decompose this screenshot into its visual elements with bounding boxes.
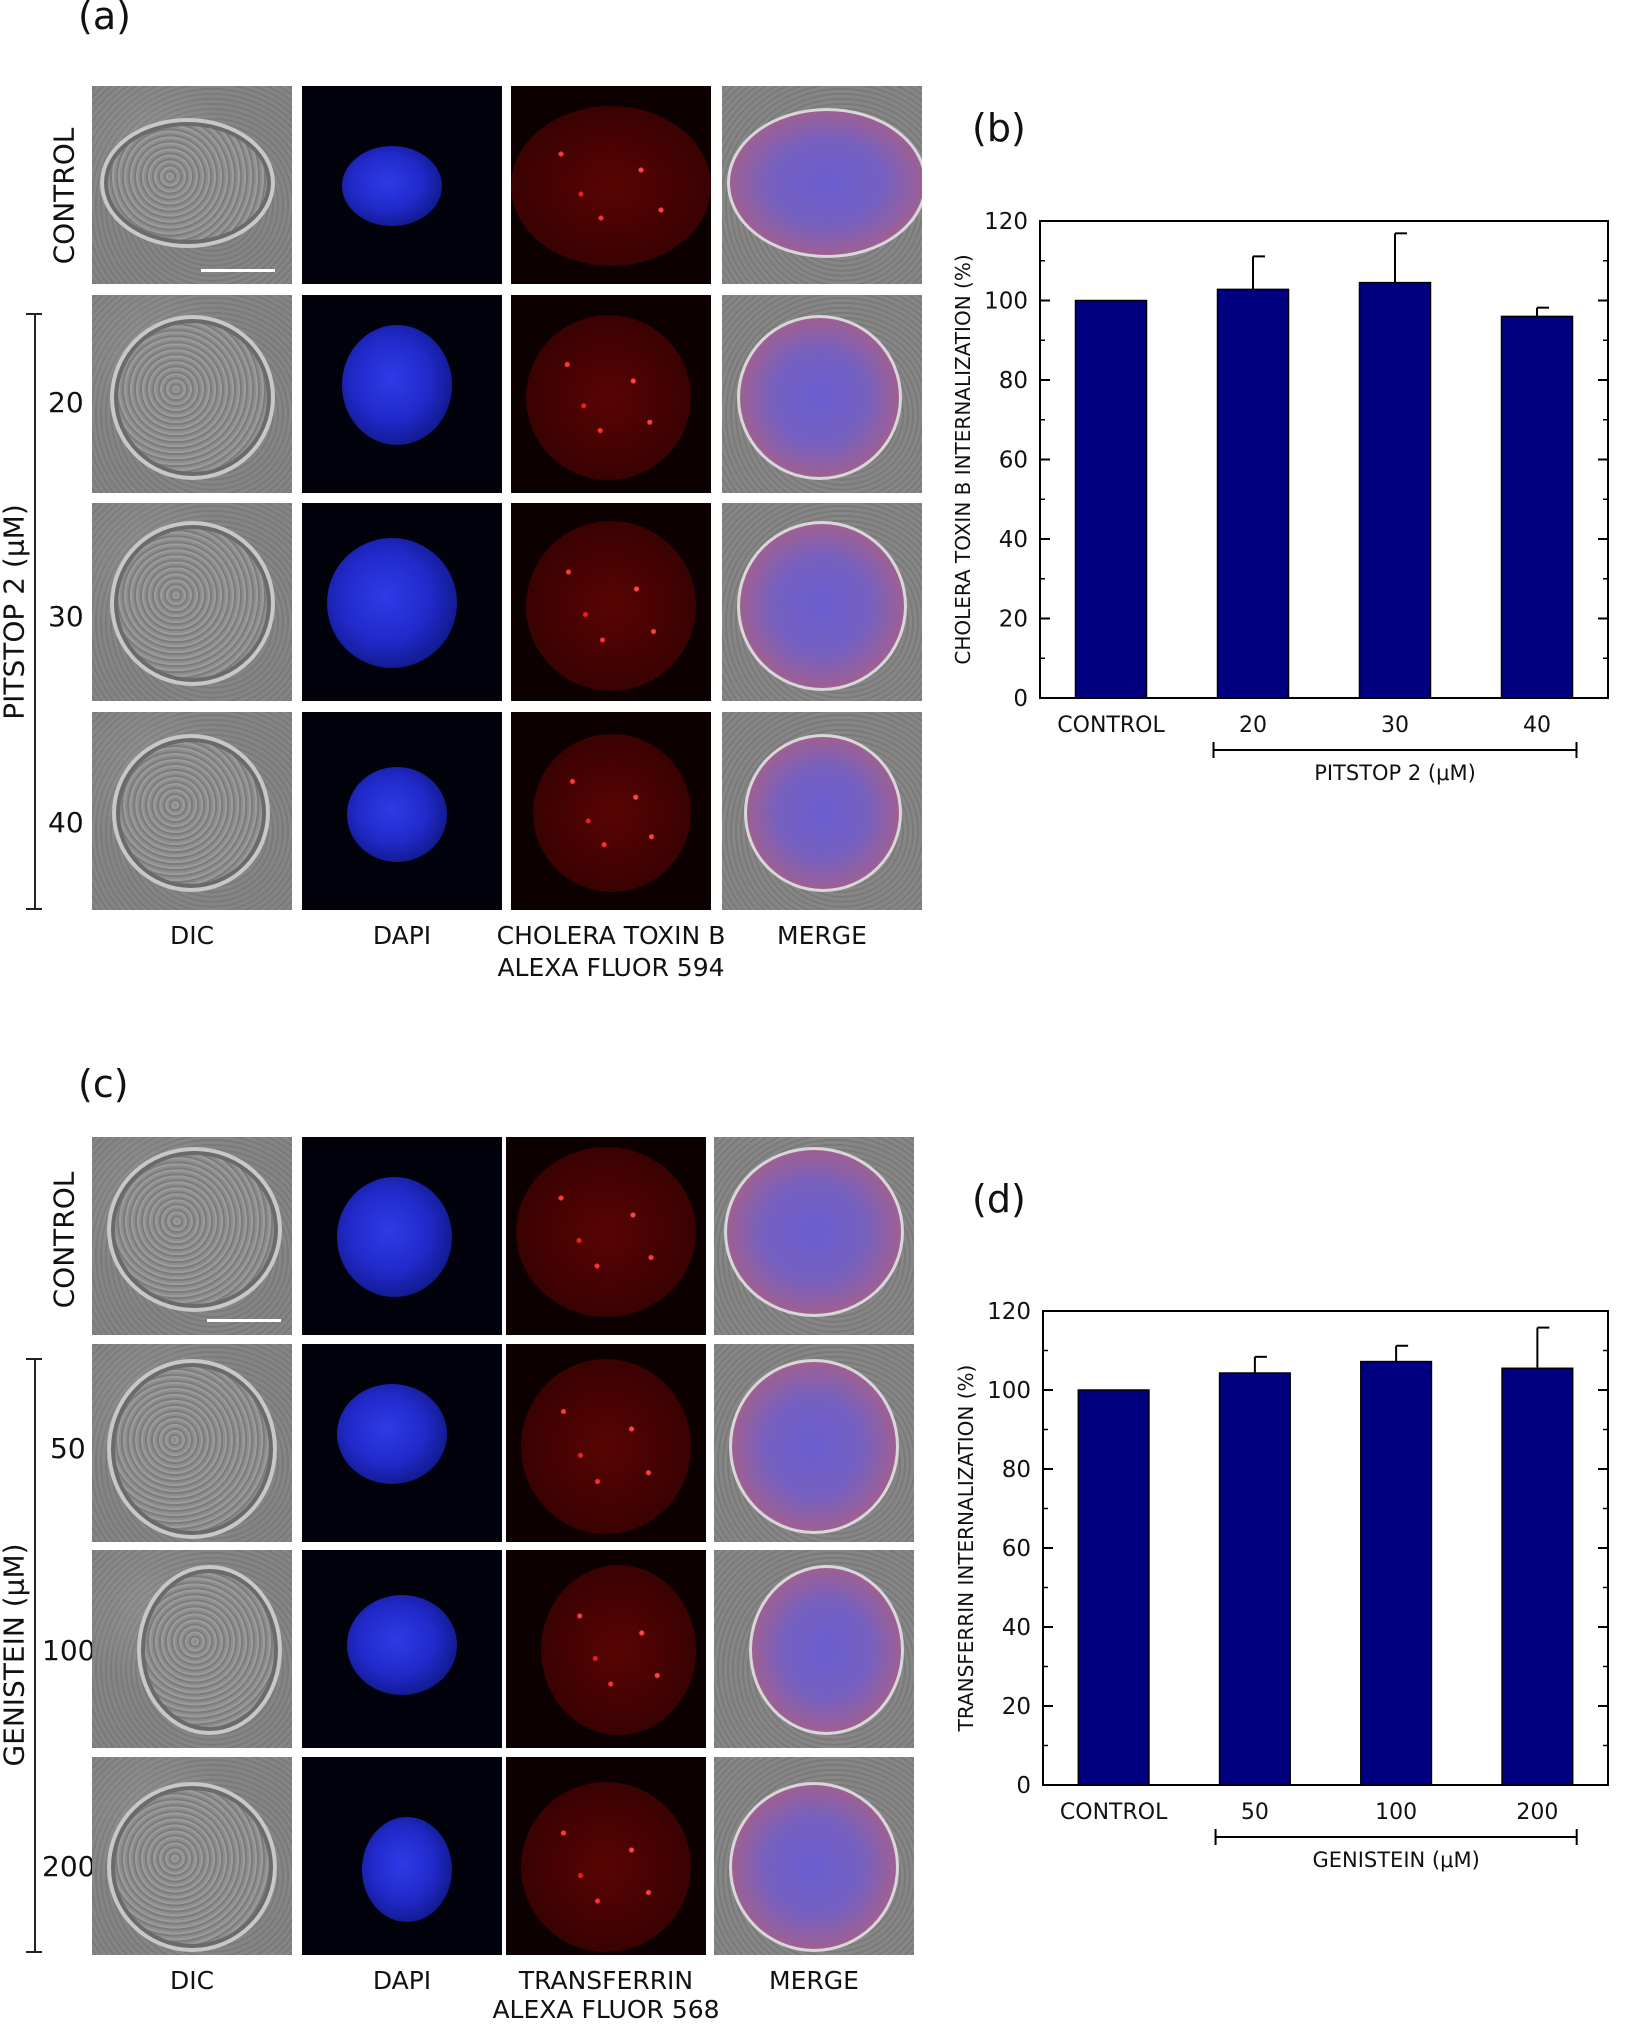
micrograph-c-50-dapi xyxy=(302,1344,502,1542)
micrograph-a-20-merge xyxy=(722,295,922,493)
panel-c-row-label-100: 100 xyxy=(42,1634,96,1667)
group-label: GENISTEIN (μM) xyxy=(1312,1848,1479,1872)
scale-bar xyxy=(207,1319,281,1322)
panel-c-col-label-dapi: DAPI xyxy=(372,1966,432,1995)
micrograph-c-50-tfn xyxy=(506,1344,706,1542)
panel-a-letter: (a) xyxy=(78,0,131,38)
micrograph-c-control-dic xyxy=(92,1137,292,1335)
panel-d-letter: (d) xyxy=(972,1177,1026,1221)
panel-a-col-label-ctxb: CHOLERA TOXIN B xyxy=(496,921,726,950)
panel-a-col-label-dic: DIC xyxy=(169,921,215,950)
x-tick-label: 200 xyxy=(1516,1800,1558,1825)
bar xyxy=(1500,315,1574,699)
panel-a-col-label-dapi: DAPI xyxy=(372,921,432,950)
x-tick-label: 100 xyxy=(1375,1800,1417,1825)
x-tick-label: 50 xyxy=(1241,1800,1269,1825)
y-tick-label: 100 xyxy=(984,289,1028,315)
panel-a-bracket-bottom-tick xyxy=(26,908,42,910)
micrograph-c-200-tfn xyxy=(506,1757,706,1955)
micrograph-c-control-tfn xyxy=(506,1137,706,1335)
micrograph-c-100-dapi xyxy=(302,1550,502,1748)
panel-c-bracket-bottom-tick xyxy=(26,1951,42,1953)
x-tick-label: CONTROL xyxy=(1057,713,1165,738)
panel-c-col-label-tfn: TRANSFERRIN xyxy=(518,1966,694,1995)
micrograph-c-50-merge xyxy=(714,1344,914,1542)
bar xyxy=(1358,281,1432,699)
panel-c-col-sublabel: ALEXA FLUOR 568 xyxy=(492,1995,720,2024)
micrograph-c-200-dapi xyxy=(302,1757,502,1955)
micrograph-a-control-merge xyxy=(722,86,922,284)
micrograph-c-control-merge xyxy=(714,1137,914,1335)
y-tick-label: 40 xyxy=(1002,1615,1031,1641)
micrograph-c-control-dapi xyxy=(302,1137,502,1335)
micrograph-a-20-dapi xyxy=(302,295,502,493)
panel-c-col-label-merge: MERGE xyxy=(769,1966,859,1995)
bar xyxy=(1077,1389,1150,1786)
y-tick-label: 20 xyxy=(999,607,1028,633)
panel-a-group-bracket xyxy=(34,313,36,909)
micrograph-a-40-dic xyxy=(92,712,292,910)
panel-c-group-bracket xyxy=(34,1358,36,1952)
y-tick-label: 40 xyxy=(999,527,1028,553)
micrograph-a-control-ctxb xyxy=(511,86,711,284)
panel-a-col-sublabel: ALEXA FLUOR 594 xyxy=(497,953,725,982)
scale-bar xyxy=(201,269,275,272)
micrograph-c-50-dic xyxy=(92,1344,292,1542)
panel-c-col-label-dic: DIC xyxy=(169,1966,215,1995)
panel-a-row-label-30: 30 xyxy=(48,600,84,633)
y-tick-label: 120 xyxy=(987,1299,1031,1325)
y-tick-label: 80 xyxy=(999,368,1028,394)
y-tick-label: 80 xyxy=(1002,1457,1031,1483)
panel-c-letter: (c) xyxy=(78,1062,129,1106)
x-tick-label: CONTROL xyxy=(1060,1800,1168,1825)
y-tick-label: 20 xyxy=(1002,1694,1031,1720)
micrograph-c-100-tfn xyxy=(506,1550,706,1748)
x-tick-label: 20 xyxy=(1239,713,1267,738)
micrograph-a-40-dapi xyxy=(302,712,502,910)
micrograph-c-200-dic xyxy=(92,1757,292,1955)
y-tick-label: 60 xyxy=(999,448,1028,474)
panel-a-bracket-top-tick xyxy=(26,313,42,315)
bar xyxy=(1360,1360,1433,1786)
micrograph-a-control-dapi xyxy=(302,86,502,284)
micrograph-a-30-merge xyxy=(722,503,922,701)
x-tick-label: 40 xyxy=(1523,713,1551,738)
panel-a-row-label-20: 20 xyxy=(48,386,84,419)
micrograph-a-30-dapi xyxy=(302,503,502,701)
panel-a-row-label-40: 40 xyxy=(48,806,84,839)
micrograph-a-40-merge xyxy=(722,712,922,910)
micrograph-c-100-merge xyxy=(714,1550,914,1748)
y-tick-label: 0 xyxy=(1013,686,1028,712)
micrograph-a-control-dic xyxy=(92,86,292,284)
bar xyxy=(1218,1372,1291,1786)
bar xyxy=(1501,1367,1574,1786)
micrograph-a-30-dic xyxy=(92,503,292,701)
y-tick-label: 0 xyxy=(1016,1773,1031,1799)
bar xyxy=(1074,299,1148,699)
y-tick-label: 120 xyxy=(984,209,1028,235)
micrograph-c-200-merge xyxy=(714,1757,914,1955)
y-tick-label: 60 xyxy=(1002,1536,1031,1562)
micrograph-a-30-ctxb xyxy=(511,503,711,701)
bar xyxy=(1216,288,1290,699)
micrograph-a-20-ctxb xyxy=(511,295,711,493)
micrograph-a-20-dic xyxy=(92,295,292,493)
panel-c-bracket-top-tick xyxy=(26,1358,42,1360)
y-axis-label: TRANSFERRIN INTERNALIZATION (%) xyxy=(954,1365,978,1733)
panel-c-row-label-200: 200 xyxy=(42,1850,96,1883)
x-tick-label: 30 xyxy=(1381,713,1409,738)
y-axis-label: CHOLERA TOXIN B INTERNALIZATION (%) xyxy=(951,254,975,664)
panel-b-letter: (b) xyxy=(972,106,1026,150)
micrograph-c-100-dic xyxy=(92,1550,292,1748)
group-label: PITSTOP 2 (μM) xyxy=(1314,761,1476,785)
panel-a-col-label-merge: MERGE xyxy=(777,921,867,950)
y-tick-label: 100 xyxy=(987,1378,1031,1404)
micrograph-a-40-ctxb xyxy=(511,712,711,910)
panel-c-row-label-50: 50 xyxy=(50,1432,86,1465)
